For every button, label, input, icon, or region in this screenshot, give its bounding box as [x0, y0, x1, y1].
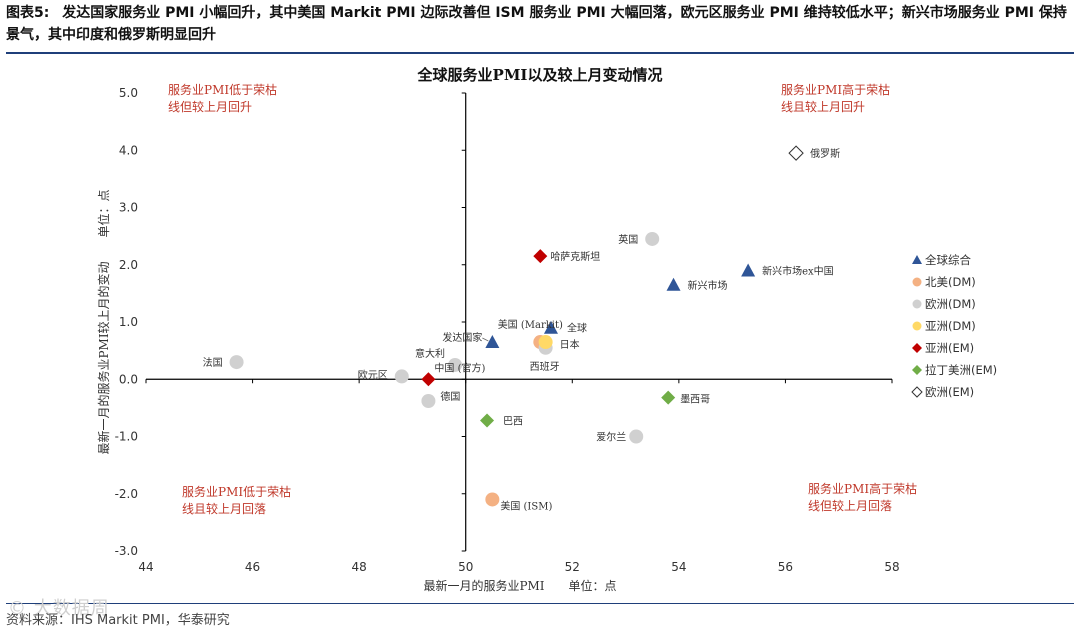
data-label: 爱尔兰: [596, 431, 626, 444]
data-label: 全球: [567, 322, 587, 335]
legend-marker: [912, 299, 922, 309]
legend-label: 北美(DM): [925, 275, 976, 289]
y-tick-label: 2.0: [119, 258, 138, 272]
x-axis-title: 最新一月的服务业PMI 单位：点: [423, 578, 616, 593]
y-tick-label: -3.0: [115, 544, 138, 558]
quadrant-label-top-right: 服务业PMI高于荣枯: [781, 82, 890, 97]
y-tick-label: 1.0: [119, 315, 138, 329]
legend-marker: [911, 386, 923, 398]
x-tick-label: 56: [778, 560, 793, 574]
data-point: [394, 369, 409, 384]
data-point: [741, 263, 756, 277]
x-tick-label: 46: [245, 560, 260, 574]
data-label: 新兴市场: [688, 279, 728, 292]
data-point: [480, 413, 495, 428]
source-note: 资料来源：IHS Markit PMI，华泰研究: [6, 613, 230, 628]
y-axis-title: 最新一月的服务业PMI较上月的变动 单位：点: [96, 189, 111, 454]
quadrant-label-bottom-right: 线但较上月回落: [808, 498, 892, 513]
figure-title: 发达国家服务业 PMI 小幅回升，其中美国 Markit PMI 边际改善但 I…: [6, 5, 1067, 43]
data-label: 发达国家: [442, 331, 482, 344]
data-point: [421, 372, 436, 387]
data-label: 法国: [203, 356, 223, 369]
data-point: [485, 492, 500, 507]
legend-marker: [912, 321, 922, 331]
data-label: 中国 (官方): [434, 361, 485, 374]
quadrant-label-bottom-left: 线且较上月回落: [182, 501, 266, 516]
x-tick-label: 54: [671, 560, 686, 574]
legend-label: 全球综合: [925, 253, 971, 267]
legend-marker: [912, 255, 922, 264]
y-tick-label: -1.0: [115, 430, 138, 444]
y-tick-label: -2.0: [115, 487, 138, 501]
legend-label: 欧洲(EM): [925, 385, 974, 399]
data-label: 日本: [560, 338, 580, 351]
quadrant-label-bottom-right: 服务业PMI高于荣枯: [808, 481, 917, 496]
quadrant-label-top-right: 线且较上月回升: [781, 99, 865, 114]
data-point: [645, 231, 660, 246]
y-tick-label: 3.0: [119, 201, 138, 215]
data-point: [788, 145, 804, 161]
y-tick-label: 0.0: [119, 372, 138, 386]
data-point: [666, 277, 681, 291]
quadrant-label-top-left: 线但较上月回升: [168, 99, 252, 114]
x-tick-label: 52: [565, 560, 580, 574]
legend-marker: [912, 277, 922, 287]
data-label: 西班牙: [530, 361, 560, 373]
data-label: 欧元区: [358, 369, 388, 381]
label-leader-line: [482, 337, 489, 342]
data-point: [421, 394, 436, 409]
data-label: 意大利: [415, 347, 445, 360]
quadrant-label-top-left: 服务业PMI低于荣枯: [168, 82, 277, 97]
chart-title: 全球服务业PMI以及较上月变动情况: [417, 66, 663, 84]
header-rule: [6, 52, 1074, 54]
data-point: [538, 335, 553, 350]
quadrant-label-bottom-left: 服务业PMI低于荣枯: [182, 484, 291, 499]
legend-label: 亚洲(DM): [925, 319, 976, 333]
data-point: [629, 429, 644, 444]
data-point: [543, 320, 558, 334]
data-label: 美国 (ISM): [500, 499, 552, 512]
scatter-chart: 全球服务业PMI以及较上月变动情况 44 46 48 50 52 54 56 58 -3.0 -2.…: [96, 66, 997, 593]
data-point: [229, 355, 244, 370]
data-point: [485, 335, 500, 349]
x-tick-label: 58: [884, 560, 899, 574]
legend-label: 亚洲(EM): [925, 341, 974, 355]
y-tick-label: 5.0: [119, 86, 138, 100]
x-tick-label: 44: [138, 560, 153, 574]
data-label: 墨西哥: [680, 394, 710, 406]
figure-label: 图表5:: [6, 5, 50, 21]
y-tick-label: 4.0: [119, 143, 138, 157]
footer-rule: [6, 603, 1074, 604]
data-label: 哈萨克斯坦: [550, 250, 600, 263]
legend-marker: [912, 343, 922, 353]
x-tick-label: 50: [458, 560, 473, 574]
data-point: [533, 249, 548, 264]
data-label: 英国: [618, 233, 638, 246]
figure-header: 图表5: 发达国家服务业 PMI 小幅回升，其中美国 Markit PMI 边际…: [6, 2, 1074, 46]
legend-label: 欧洲(DM): [925, 297, 976, 311]
data-label: 俄罗斯: [810, 147, 840, 160]
watermark: © 大数据周: [8, 598, 110, 619]
legend-marker: [912, 365, 922, 375]
legend-label: 拉丁美洲(EM): [925, 363, 997, 377]
data-point: [448, 357, 463, 372]
data-label: 美国 (Markit): [498, 318, 563, 331]
data-label: 新兴市场ex中国: [762, 264, 834, 277]
data-label: 德国: [440, 390, 460, 403]
data-label: 巴西: [503, 415, 523, 427]
data-point: [661, 390, 676, 405]
x-tick-label: 48: [352, 560, 367, 574]
